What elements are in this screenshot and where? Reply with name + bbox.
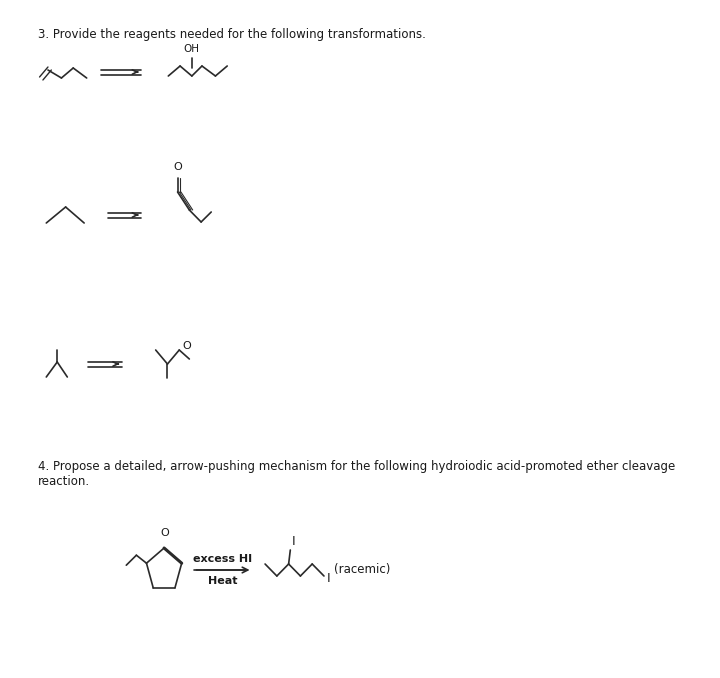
Text: O: O <box>161 528 169 538</box>
Text: reaction.: reaction. <box>38 475 90 488</box>
Text: 3. Provide the reagents needed for the following transformations.: 3. Provide the reagents needed for the f… <box>38 28 426 41</box>
Text: 4. Propose a detailed, arrow-pushing mechanism for the following hydroiodic acid: 4. Propose a detailed, arrow-pushing mec… <box>38 460 675 473</box>
Text: (racemic): (racemic) <box>334 563 390 576</box>
Text: OH: OH <box>184 44 200 54</box>
Text: Heat: Heat <box>208 576 238 586</box>
Text: O: O <box>174 162 182 172</box>
Text: I: I <box>292 535 296 548</box>
Text: I: I <box>326 572 330 584</box>
Text: excess HI: excess HI <box>194 554 253 564</box>
Text: O: O <box>183 341 192 351</box>
